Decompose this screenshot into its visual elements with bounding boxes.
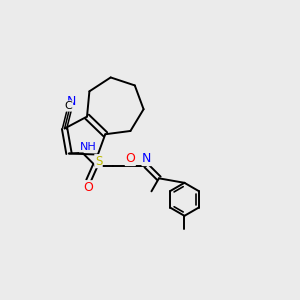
Text: N: N [67,95,76,108]
Text: N: N [142,152,152,166]
Text: O: O [125,152,135,166]
Text: O: O [83,181,93,194]
Text: NH: NH [80,142,96,152]
Text: S: S [95,154,102,168]
Text: C: C [65,101,73,111]
